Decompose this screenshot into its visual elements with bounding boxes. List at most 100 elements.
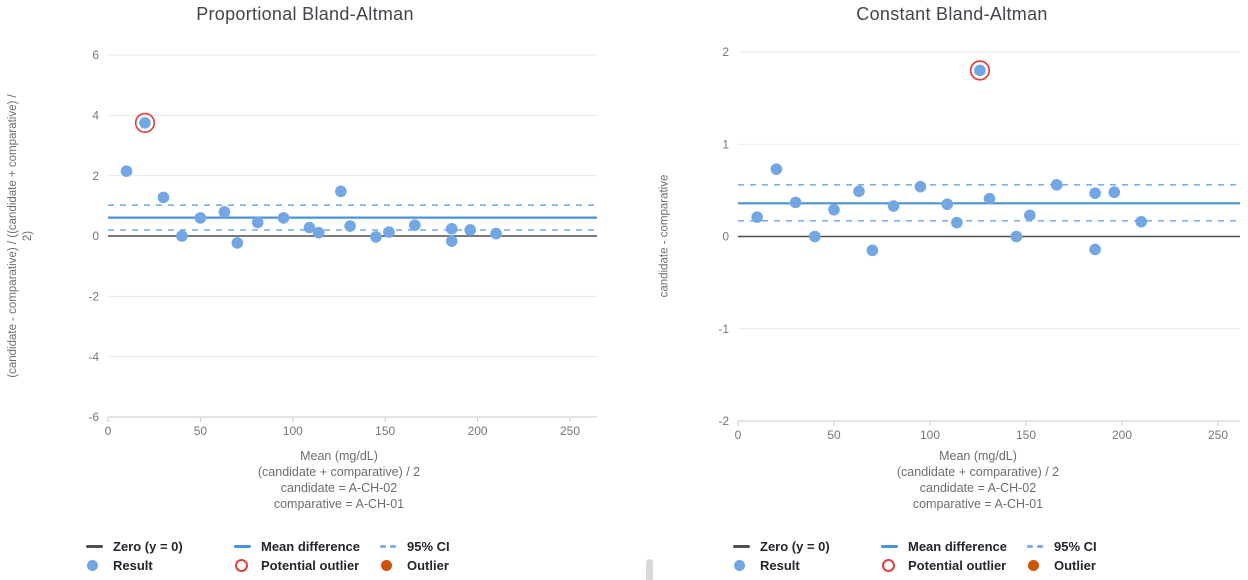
y-tick-label: 2	[92, 169, 99, 183]
x-tick-label: 50	[827, 428, 841, 442]
data-point[interactable]	[1050, 179, 1063, 191]
y-tick-label: 4	[92, 109, 99, 123]
chart-legend: Zero (y = 0) Mean difference 95% CI Resu…	[733, 537, 1097, 575]
data-point[interactable]	[941, 198, 954, 211]
data-point[interactable]	[251, 216, 264, 229]
data-point[interactable]	[1024, 209, 1036, 222]
y-tick-label: 0	[92, 229, 99, 243]
mean-line-swatch-icon	[234, 545, 251, 548]
data-point[interactable]	[445, 222, 458, 235]
data-point[interactable]	[464, 224, 477, 236]
x-axis-title: Mean (mg/dL) (candidate + comparative) /…	[896, 449, 1060, 511]
legend-item-zero: Zero (y = 0)	[733, 539, 881, 554]
scatter-plot: 0 50 100 150 200 250 2 1 0 -1 -2	[718, 45, 1240, 442]
data-point[interactable]	[951, 216, 963, 229]
data-point[interactable]	[370, 231, 382, 243]
data-point[interactable]	[914, 180, 927, 193]
data-point[interactable]	[194, 212, 207, 224]
data-point[interactable]	[866, 244, 879, 257]
data-point[interactable]	[1089, 187, 1101, 199]
y-tick-label: -2	[88, 290, 99, 304]
data-point[interactable]	[277, 212, 290, 224]
result-dot-icon	[734, 560, 745, 571]
data-point[interactable]	[983, 192, 996, 205]
legend-item-zero: Zero (y = 0)	[86, 539, 234, 554]
x-tick-label: 200	[1112, 428, 1132, 442]
scatter-plot: 0 50 100 150 200 250 6 4 2 0 -2 -4 -6	[88, 48, 597, 438]
y-tick-label: -2	[718, 414, 729, 428]
x-tick-label: 250	[560, 424, 580, 438]
y-tick-label: -1	[718, 322, 729, 336]
legend-item-outlier: Outlier	[1027, 558, 1096, 573]
data-point[interactable]	[303, 221, 316, 234]
data-point[interactable]	[157, 191, 170, 204]
data-point[interactable]	[751, 211, 763, 223]
data-point[interactable]	[312, 226, 325, 239]
chart-title: Proportional Bland-Altman	[196, 4, 414, 24]
potential-outlier-ring-icon	[882, 559, 895, 572]
x-tick-label: 200	[468, 424, 488, 438]
ci-dash-swatch-icon	[380, 545, 396, 548]
chart-panel-constant: Constant Bland-Altman 0 50 100 150 200 250 2 1 0…	[656, 0, 1248, 580]
x-tick-label: 150	[1016, 428, 1036, 442]
x-axis-title: Mean (mg/dL) (candidate + comparative) /…	[257, 449, 421, 511]
data-point[interactable]	[139, 117, 151, 129]
y-tick-label: 0	[722, 230, 729, 244]
legend-item-result: Result	[733, 558, 881, 573]
zero-line-swatch-icon	[733, 545, 750, 548]
y-tick-label: -6	[88, 410, 99, 424]
data-point[interactable]	[1010, 230, 1023, 243]
data-point[interactable]	[770, 163, 783, 175]
result-dot-icon	[87, 560, 98, 571]
data-point[interactable]	[176, 230, 188, 242]
data-point[interactable]	[231, 237, 244, 249]
chart-panel-proportional: Proportional Bland-Altman 0 50 100 150 200 25…	[7, 4, 597, 575]
data-point[interactable]	[974, 64, 986, 77]
legend-item-potential-outlier: Potential outlier	[881, 558, 1027, 573]
chart-title: Constant Bland-Altman	[856, 4, 1048, 24]
data-point[interactable]	[789, 196, 802, 209]
data-point[interactable]	[809, 230, 821, 243]
scrollbar-thumb[interactable]	[646, 559, 653, 580]
x-tick-label: 50	[194, 424, 208, 438]
data-point[interactable]	[335, 185, 347, 198]
potential-outlier-ring	[969, 60, 991, 81]
ci-dash-swatch-icon	[1027, 545, 1043, 548]
y-axis-title: (candidate - comparative) / ((candidate …	[7, 94, 34, 378]
data-point[interactable]	[120, 165, 133, 177]
legend-item-mean-difference: Mean difference	[234, 539, 380, 554]
data-point[interactable]	[383, 226, 395, 238]
data-point[interactable]	[887, 200, 900, 212]
outlier-dot-icon	[381, 560, 392, 571]
data-point[interactable]	[1089, 243, 1101, 256]
x-tick-label: 100	[920, 428, 940, 442]
data-point[interactable]	[853, 185, 865, 198]
y-axis-title: candidate - comparative	[658, 174, 671, 298]
data-point[interactable]	[828, 203, 840, 216]
mean-line-swatch-icon	[881, 545, 898, 548]
data-point[interactable]	[218, 206, 231, 218]
x-tick-label: 100	[283, 424, 303, 438]
x-tick-label: 250	[1208, 428, 1228, 442]
legend-item-result: Result	[86, 558, 234, 573]
legend-item-mean-difference: Mean difference	[881, 539, 1027, 554]
legend-item-ci: 95% CI	[380, 539, 450, 554]
data-point[interactable]	[1108, 186, 1121, 199]
zero-line-swatch-icon	[86, 545, 103, 548]
outlier-dot-icon	[1028, 560, 1039, 571]
x-tick-label: 150	[375, 424, 395, 438]
data-point[interactable]	[408, 219, 421, 231]
y-tick-label: 2	[722, 45, 729, 59]
y-tick-label: -4	[88, 350, 99, 364]
x-tick-label: 0	[735, 428, 742, 442]
potential-outlier-ring	[134, 112, 156, 134]
chart-legend: Zero (y = 0) Mean difference 95% CI Resu…	[86, 537, 450, 575]
data-point[interactable]	[1135, 215, 1147, 228]
y-tick-label: 6	[92, 48, 99, 62]
legend-item-outlier: Outlier	[380, 558, 449, 573]
data-point[interactable]	[445, 235, 458, 247]
legend-item-potential-outlier: Potential outlier	[234, 558, 380, 573]
x-tick-label: 0	[105, 424, 112, 438]
data-point[interactable]	[344, 220, 356, 232]
data-point[interactable]	[490, 227, 502, 240]
